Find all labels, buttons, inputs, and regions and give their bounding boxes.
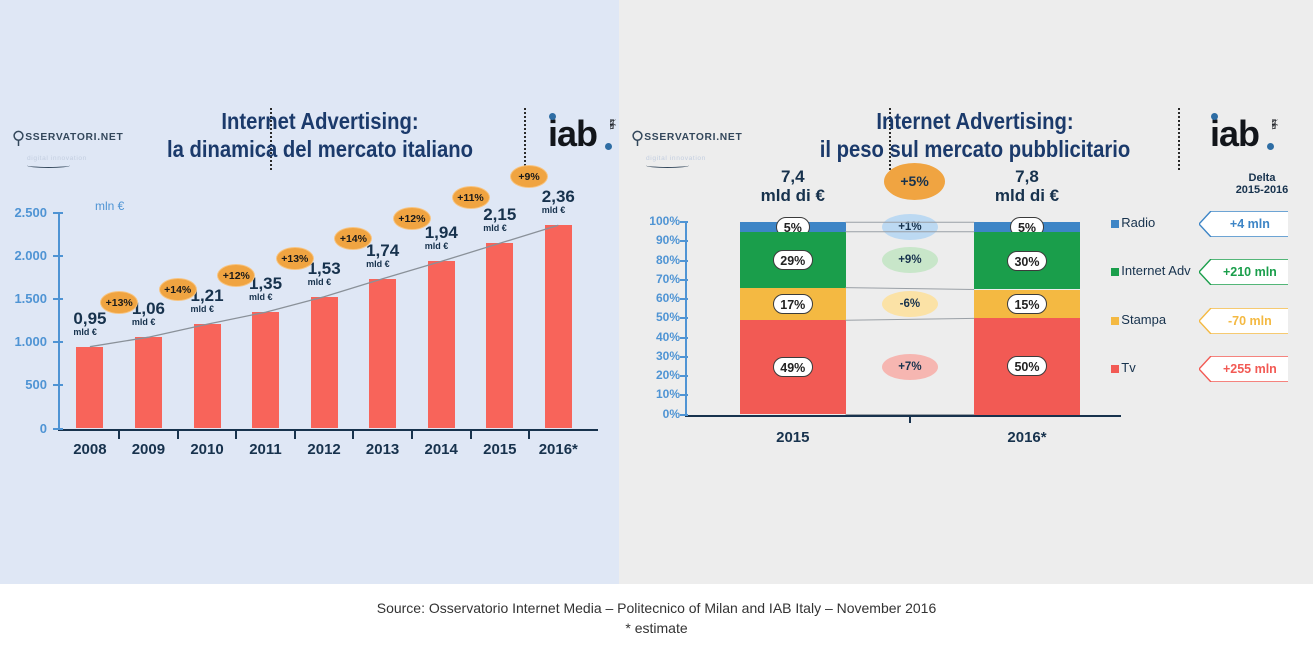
svg-text:-70 mln: -70 mln	[1228, 314, 1272, 328]
svg-text:+255 mln: +255 mln	[1223, 362, 1277, 376]
svg-text:+4 mln: +4 mln	[1230, 217, 1270, 231]
svg-text:+210 mln: +210 mln	[1223, 265, 1277, 279]
